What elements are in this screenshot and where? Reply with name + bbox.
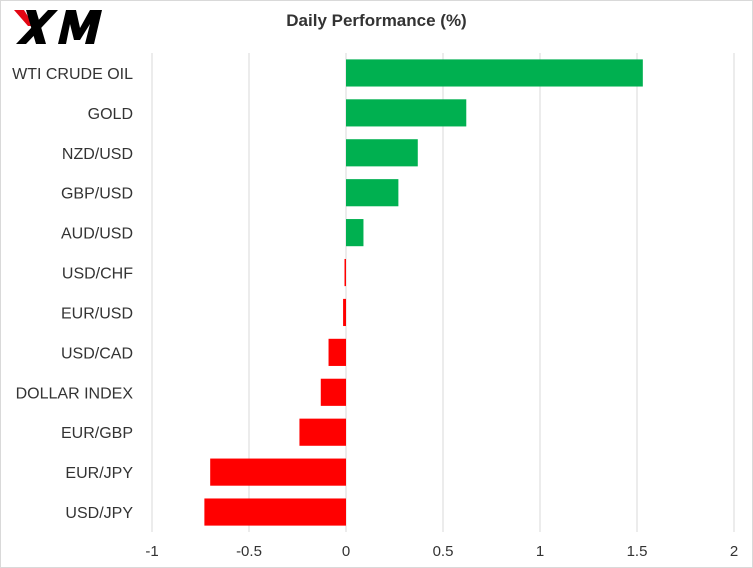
bar bbox=[210, 458, 346, 486]
category-label: NZD/USD bbox=[62, 146, 133, 163]
bar bbox=[328, 338, 346, 366]
bar bbox=[204, 498, 346, 526]
x-tick-labels: -1 -0.5 0 0.5 1 1.5 2 bbox=[145, 543, 738, 560]
category-label: EUR/USD bbox=[61, 305, 133, 322]
category-label: USD/CAD bbox=[61, 345, 133, 362]
category-label: USD/CHF bbox=[62, 266, 133, 283]
chart-title: Daily Performance (%) bbox=[286, 11, 467, 30]
gridlines bbox=[151, 53, 735, 532]
xm-logo: XM bbox=[8, 6, 108, 48]
xm-logo-icon bbox=[14, 10, 102, 44]
x-tick-label: 0 bbox=[342, 543, 350, 560]
category-label: EUR/JPY bbox=[65, 465, 133, 482]
category-label: USD/JPY bbox=[65, 505, 133, 522]
x-tick-label: -1 bbox=[145, 543, 158, 560]
bar bbox=[346, 219, 364, 247]
category-label: GBP/USD bbox=[61, 186, 133, 203]
bar bbox=[343, 298, 346, 327]
xm-logo-x-stroke-b bbox=[16, 10, 58, 44]
bar bbox=[320, 378, 346, 406]
category-labels: WTI CRUDE OIL GOLD NZD/USD GBP/USD AUD/USD US… bbox=[12, 66, 133, 522]
bar bbox=[346, 179, 399, 207]
category-label: AUD/USD bbox=[61, 226, 133, 243]
category-label: EUR/GBP bbox=[61, 425, 133, 442]
bar bbox=[346, 139, 418, 167]
xm-logo-accent bbox=[14, 10, 34, 26]
x-tick-label: 1 bbox=[536, 543, 544, 560]
bar bbox=[346, 59, 643, 87]
bar bbox=[346, 99, 467, 127]
bar bbox=[299, 418, 346, 446]
x-tick-label: -0.5 bbox=[236, 543, 262, 560]
bars bbox=[204, 59, 643, 526]
bar bbox=[344, 258, 346, 287]
category-label: GOLD bbox=[88, 106, 133, 123]
category-label: DOLLAR INDEX bbox=[16, 385, 134, 402]
category-label: WTI CRUDE OIL bbox=[12, 66, 133, 83]
x-tick-label: 0.5 bbox=[433, 543, 454, 560]
x-tick-label: 1.5 bbox=[627, 543, 648, 560]
x-tick-label: 2 bbox=[730, 543, 738, 560]
xm-logo-m bbox=[58, 10, 102, 44]
